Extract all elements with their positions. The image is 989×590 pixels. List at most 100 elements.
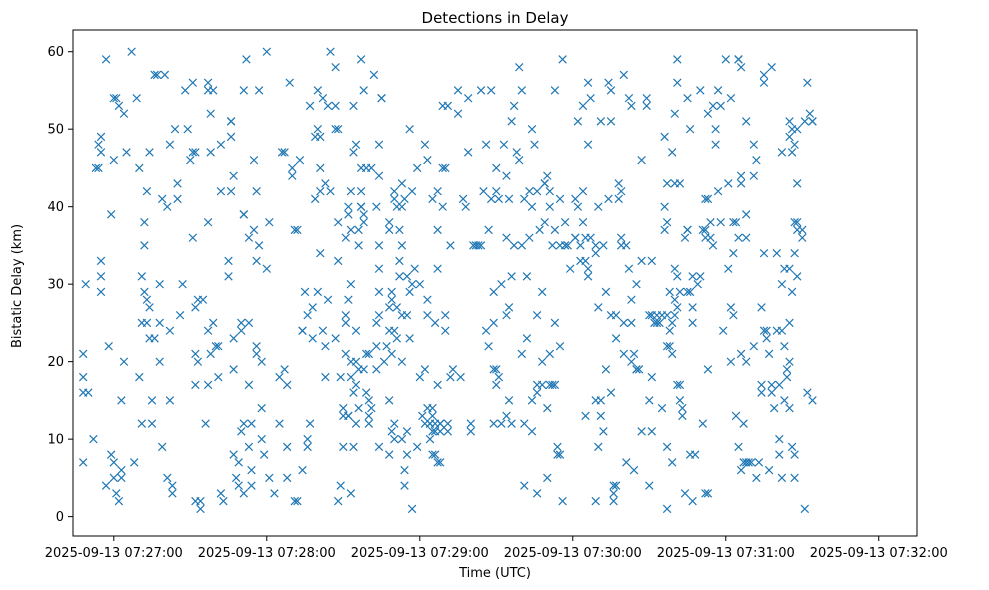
data-point	[257, 357, 266, 366]
data-point	[667, 318, 677, 328]
data-point	[522, 272, 532, 281]
data-point	[384, 450, 394, 459]
data-point	[749, 140, 759, 149]
data-point	[214, 341, 223, 351]
data-point	[193, 357, 203, 366]
data-point	[540, 217, 549, 227]
data-point	[458, 194, 468, 204]
data-point	[532, 186, 542, 196]
data-point	[790, 450, 799, 459]
data-point	[364, 419, 374, 428]
y-tick-label: 0	[56, 510, 64, 525]
data-point	[696, 272, 705, 281]
data-point	[443, 419, 453, 428]
data-point	[767, 388, 776, 397]
data-point	[270, 489, 279, 498]
data-point	[499, 140, 509, 149]
data-point	[438, 202, 447, 211]
data-point	[277, 148, 287, 157]
data-point	[675, 380, 685, 390]
data-point	[586, 233, 595, 242]
data-point	[191, 303, 200, 312]
data-point	[226, 132, 236, 142]
data-point	[520, 481, 529, 490]
data-point	[808, 117, 817, 126]
data-point	[390, 434, 399, 444]
data-point	[239, 419, 249, 428]
data-point	[356, 186, 366, 196]
data-point	[713, 86, 723, 95]
data-point	[757, 303, 766, 312]
data-point	[239, 86, 249, 95]
data-point	[397, 179, 407, 188]
data-point	[441, 163, 450, 173]
data-point	[627, 357, 636, 366]
data-point	[591, 248, 600, 258]
data-point	[333, 124, 343, 134]
data-point	[729, 217, 738, 227]
data-point	[558, 55, 567, 64]
data-point	[736, 171, 746, 180]
data-point	[254, 241, 264, 250]
data-point	[137, 272, 147, 281]
x-tick-label: 2025-09-13 07:30:00	[504, 546, 642, 561]
data-point	[405, 124, 414, 134]
data-point	[660, 202, 669, 211]
data-point	[188, 148, 198, 157]
data-point	[688, 303, 697, 312]
data-point	[249, 225, 259, 235]
data-point	[693, 279, 702, 289]
data-point	[484, 225, 493, 235]
data-point	[351, 326, 361, 335]
data-point	[754, 458, 764, 467]
data-point	[780, 341, 789, 351]
data-point	[183, 124, 192, 134]
data-point	[96, 148, 106, 157]
data-point	[438, 163, 447, 173]
data-point	[341, 318, 351, 328]
data-point	[395, 225, 404, 235]
data-point	[165, 396, 175, 405]
data-point	[629, 349, 639, 359]
data-point	[642, 93, 651, 103]
data-point	[359, 210, 368, 219]
data-point	[453, 109, 463, 118]
data-point	[446, 372, 455, 382]
data-point	[614, 179, 623, 188]
data-point	[512, 148, 521, 157]
data-point	[244, 233, 254, 242]
data-point	[701, 225, 710, 235]
x-tick-label: 2025-09-13 07:28:00	[198, 546, 336, 561]
data-point	[604, 78, 613, 87]
data-point	[140, 287, 149, 297]
data-point	[583, 78, 593, 87]
data-point	[112, 93, 121, 103]
data-point	[497, 279, 506, 289]
data-point	[308, 334, 317, 343]
data-point	[696, 86, 705, 95]
data-point	[180, 86, 190, 95]
data-point	[198, 295, 208, 304]
data-point	[175, 310, 185, 320]
data-point	[688, 496, 697, 506]
data-point	[736, 349, 746, 359]
data-point	[142, 186, 152, 196]
data-point	[703, 365, 713, 374]
data-points	[78, 47, 817, 514]
data-point	[354, 225, 363, 235]
data-point	[573, 202, 583, 211]
data-point	[282, 442, 292, 452]
data-point	[367, 163, 376, 173]
data-point	[673, 303, 682, 312]
data-point	[331, 62, 340, 72]
data-point	[147, 419, 157, 428]
data-point	[767, 380, 776, 390]
data-point	[767, 62, 776, 72]
data-point	[578, 186, 588, 196]
data-point	[423, 155, 432, 165]
data-point	[331, 101, 340, 111]
data-point	[117, 396, 126, 405]
data-point	[96, 287, 106, 297]
data-point	[749, 341, 759, 351]
data-point	[535, 225, 544, 235]
